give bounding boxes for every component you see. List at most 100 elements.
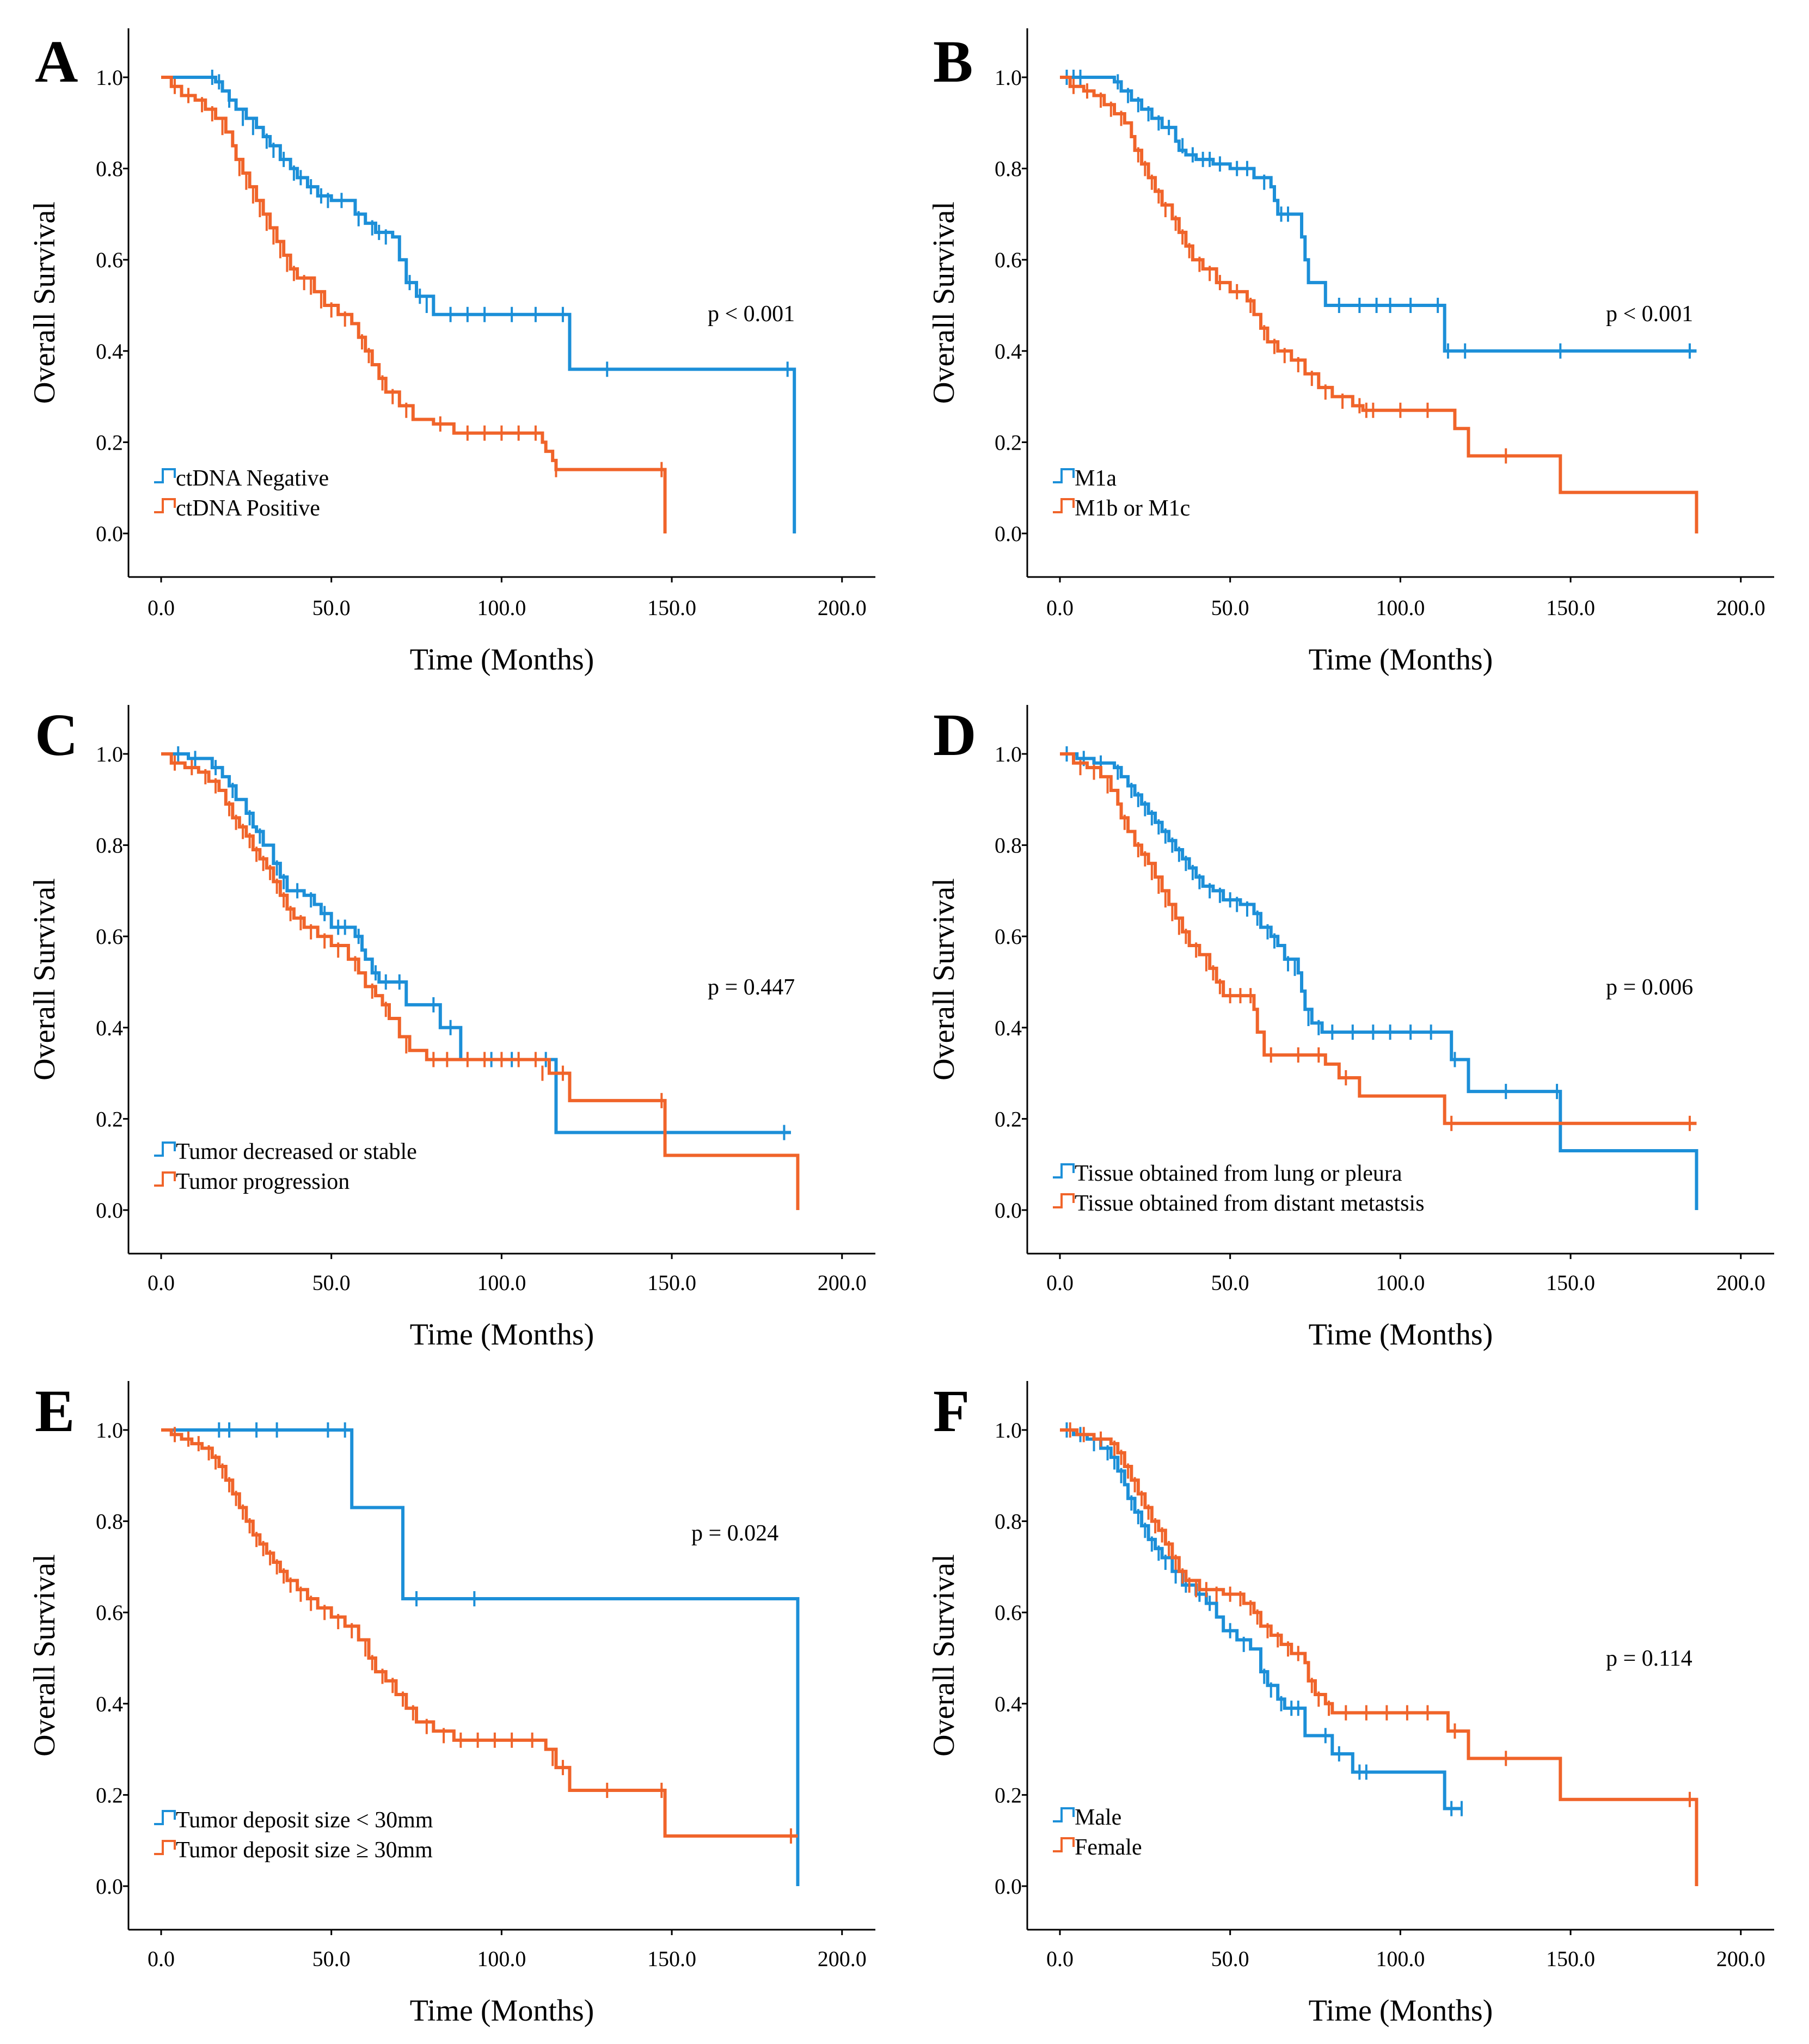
y-axis-title: Overall Survival bbox=[927, 201, 961, 404]
p-value-label: p = 0.447 bbox=[708, 975, 795, 1000]
x-tick-label: 50.0 bbox=[1211, 1270, 1249, 1295]
legend-swatch bbox=[154, 498, 176, 513]
legend-entry: Tumor deposit size < 30mm bbox=[154, 1808, 433, 1833]
x-tick-label: 200.0 bbox=[818, 596, 867, 620]
x-tick-label: 100.0 bbox=[477, 1270, 526, 1295]
panel-b: B 0.0 0.2 0.4 0.6 0.8 1.0 0.0 50.0 100.0 150.0 200.… bbox=[927, 28, 1774, 677]
legend-swatch bbox=[1053, 1193, 1075, 1208]
y-tick-label: 0.8 bbox=[995, 1509, 1022, 1534]
legend-swatch bbox=[154, 1141, 176, 1157]
legend-entry: Tumor progression bbox=[154, 1169, 349, 1194]
y-tick-label: 0.8 bbox=[96, 1509, 123, 1534]
x-tick-label: 100.0 bbox=[477, 1947, 526, 1971]
x-tick-label: 100.0 bbox=[1376, 596, 1425, 620]
y-axis-title: Overall Survival bbox=[28, 1554, 62, 1757]
legend-swatch bbox=[1053, 1163, 1075, 1178]
y-axis-title: Overall Survival bbox=[927, 1554, 961, 1757]
legend-entry: M1a bbox=[1053, 466, 1117, 491]
y-tick-label: 1.0 bbox=[96, 742, 123, 766]
legend-swatch bbox=[154, 1810, 176, 1825]
x-tick-label: 100.0 bbox=[1376, 1947, 1425, 1971]
x-axis-title: Time (Months) bbox=[1309, 1318, 1493, 1352]
p-value-label: p = 0.114 bbox=[1606, 1646, 1693, 1671]
legend-swatch bbox=[1053, 498, 1075, 513]
panel-letter: F bbox=[933, 1378, 970, 1444]
legend-label: Tumor decreased or stable bbox=[176, 1139, 417, 1164]
y-tick-label: 0.4 bbox=[96, 339, 123, 364]
legend-entry: ctDNA Positive bbox=[154, 496, 320, 521]
survival-curve bbox=[161, 1428, 800, 1886]
y-tick-label: 0.4 bbox=[995, 1692, 1022, 1716]
y-tick-label: 0.8 bbox=[995, 833, 1022, 858]
panel-e: E 0.0 0.2 0.4 0.6 0.8 1.0 0.0 50.0 100.0 150.0 200.… bbox=[28, 1378, 875, 2028]
y-tick-label: 0.6 bbox=[995, 248, 1022, 272]
y-tick-label: 0.0 bbox=[96, 1874, 123, 1899]
y-tick-label: 0.8 bbox=[995, 157, 1022, 181]
x-tick-label: 200.0 bbox=[1716, 1270, 1765, 1295]
series-1 bbox=[1060, 70, 1697, 359]
y-tick-label: 0.0 bbox=[995, 1874, 1022, 1899]
legend-label: ctDNA Negative bbox=[176, 466, 329, 491]
y-tick-label: 0.2 bbox=[96, 1783, 123, 1807]
x-tick-label: 100.0 bbox=[477, 596, 526, 620]
legend-swatch bbox=[1053, 1837, 1075, 1852]
y-tick-label: 0.6 bbox=[96, 1600, 123, 1625]
x-tick-label: 200.0 bbox=[1716, 596, 1765, 620]
legend-entry: Tissue obtained from distant metastsis bbox=[1053, 1191, 1424, 1216]
survival-curve bbox=[1060, 752, 1698, 1210]
legend-label: Tumor deposit size < 30mm bbox=[176, 1808, 433, 1833]
legend-label: M1b or M1c bbox=[1075, 496, 1190, 521]
legend-label: Tumor deposit size ≥ 30mm bbox=[176, 1838, 433, 1863]
x-tick-label: 50.0 bbox=[312, 1947, 351, 1971]
p-value-label: p < 0.001 bbox=[708, 302, 795, 327]
legend-label: Tissue obtained from distant metastsis bbox=[1075, 1191, 1424, 1216]
y-tick-label: 0.6 bbox=[995, 924, 1022, 949]
survival-curve bbox=[1060, 76, 1698, 533]
x-axis-title: Time (Months) bbox=[410, 1318, 594, 1352]
y-tick-label: 1.0 bbox=[96, 1418, 123, 1443]
x-axis-title: Time (Months) bbox=[1309, 1994, 1493, 2028]
survival-curve bbox=[161, 752, 791, 1134]
x-tick-label: 0.0 bbox=[1046, 596, 1074, 620]
x-tick-label: 150.0 bbox=[1546, 596, 1595, 620]
series-2 bbox=[161, 76, 667, 533]
survival-curve bbox=[161, 76, 796, 533]
x-tick-label: 50.0 bbox=[1211, 1947, 1249, 1971]
legend-label: Tissue obtained from lung or pleura bbox=[1075, 1161, 1402, 1186]
legend-swatch bbox=[154, 1171, 176, 1187]
series-2 bbox=[1060, 1422, 1698, 1886]
x-tick-label: 150.0 bbox=[647, 596, 696, 620]
x-tick-label: 0.0 bbox=[1046, 1270, 1074, 1295]
legend-label: Female bbox=[1075, 1835, 1142, 1860]
y-tick-label: 0.2 bbox=[96, 430, 123, 455]
panel-f: F 0.0 0.2 0.4 0.6 0.8 1.0 0.0 50.0 100.0 150.0 200.… bbox=[927, 1378, 1774, 2028]
p-value-label: p = 0.006 bbox=[1606, 975, 1693, 1000]
p-value-label: p < 0.001 bbox=[1606, 302, 1693, 327]
x-tick-label: 50.0 bbox=[312, 596, 351, 620]
x-tick-label: 0.0 bbox=[148, 1947, 175, 1971]
x-axis-title: Time (Months) bbox=[410, 643, 594, 677]
legend-entry: Tumor deposit size ≥ 30mm bbox=[154, 1838, 433, 1863]
y-tick-label: 0.2 bbox=[995, 430, 1022, 455]
panel-letter: E bbox=[35, 1378, 75, 1444]
y-tick-label: 0.2 bbox=[995, 1107, 1022, 1131]
legend-entry: ctDNA Negative bbox=[154, 466, 329, 491]
panel-d: D 0.0 0.2 0.4 0.6 0.8 1.0 0.0 50.0 100.0 150.0 200.… bbox=[927, 702, 1774, 1352]
y-axis-title: Overall Survival bbox=[927, 878, 961, 1081]
y-tick-label: 0.8 bbox=[96, 157, 123, 181]
x-tick-label: 200.0 bbox=[1716, 1947, 1765, 1971]
series-1 bbox=[161, 1422, 800, 1886]
legend-entry: M1b or M1c bbox=[1053, 496, 1190, 521]
y-tick-label: 0.4 bbox=[995, 1016, 1022, 1040]
series-2 bbox=[1060, 752, 1697, 1131]
legend-entry: Tumor decreased or stable bbox=[154, 1139, 417, 1164]
panel-letter: D bbox=[933, 702, 976, 768]
y-tick-label: 1.0 bbox=[995, 1418, 1022, 1443]
x-tick-label: 0.0 bbox=[1046, 1947, 1074, 1971]
y-tick-label: 0.0 bbox=[96, 1198, 123, 1223]
series-2 bbox=[161, 1427, 798, 1844]
y-axis-title: Overall Survival bbox=[28, 201, 62, 404]
y-axis-title: Overall Survival bbox=[28, 878, 62, 1081]
survival-curve bbox=[1060, 76, 1697, 353]
